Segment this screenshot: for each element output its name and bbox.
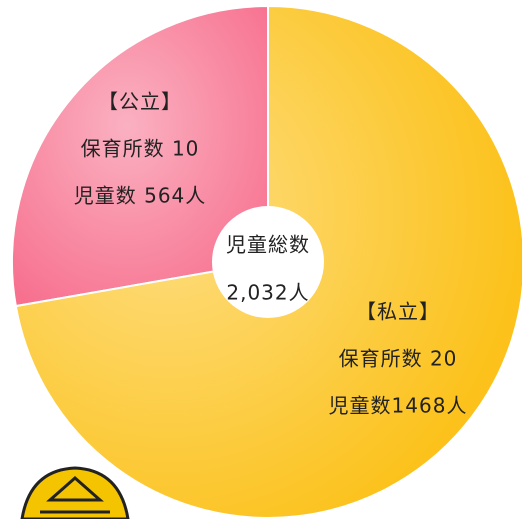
facility-label: 保育所数 10 bbox=[81, 137, 200, 161]
value-label: 児童数1468人 bbox=[329, 394, 468, 418]
center-label: 2,032人 bbox=[226, 281, 309, 305]
donut-hole bbox=[212, 206, 324, 318]
slice-shade bbox=[11, 6, 268, 307]
slice-label: 【公立】 bbox=[98, 90, 182, 114]
slice-label: 【私立】 bbox=[356, 300, 440, 324]
facility-label: 保育所数 20 bbox=[339, 347, 458, 371]
value-label: 児童数 564人 bbox=[74, 184, 207, 208]
center-label: 児童総数 bbox=[226, 233, 310, 257]
helmet bbox=[20, 466, 130, 519]
